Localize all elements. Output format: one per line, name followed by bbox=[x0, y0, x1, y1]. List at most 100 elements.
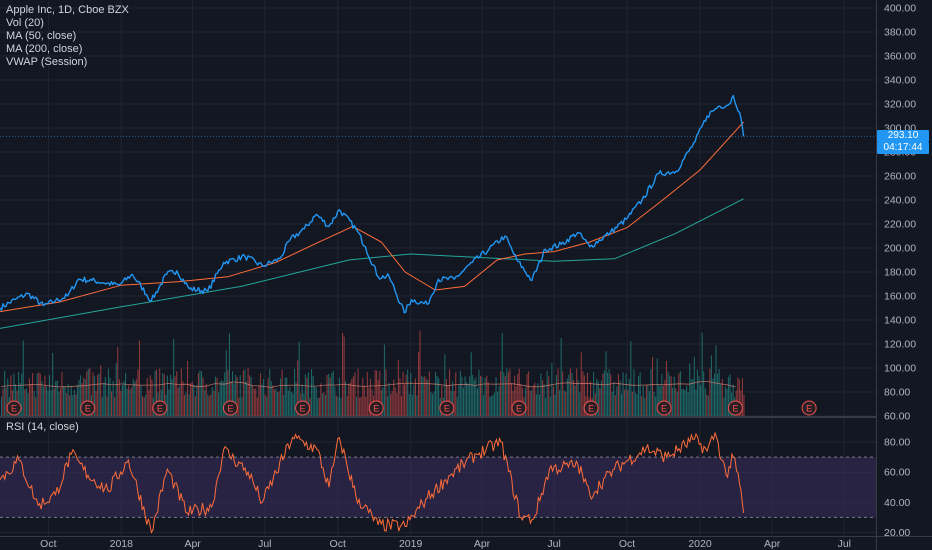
volume-bar bbox=[476, 388, 478, 416]
chart-legend[interactable]: Apple Inc, 1D, Cboe BZX Vol (20) MA (50,… bbox=[6, 4, 129, 69]
volume-bar bbox=[613, 381, 615, 416]
volume-bar bbox=[596, 378, 598, 416]
time-axis-labels[interactable]: Oct 2018 Apr Jul Oct 2019 Apr Jul Oct 2020 Apr Jul bbox=[40, 538, 851, 550]
legend-symbol[interactable]: Apple Inc, 1D, Cboe BZX bbox=[6, 4, 129, 16]
earnings-marker-label: E bbox=[157, 404, 163, 414]
legend-volume[interactable]: Vol (20) bbox=[6, 17, 44, 29]
volume-bar bbox=[75, 394, 77, 416]
price-axis-labels: 400.00380.00360.00340.00320.00300.00280.… bbox=[884, 3, 916, 423]
volume-bar bbox=[27, 393, 29, 416]
earnings-marker-circle bbox=[6, 400, 22, 416]
price-axis-label: 400.00 bbox=[884, 3, 916, 15]
volume-bar bbox=[385, 369, 387, 416]
volume-bar bbox=[314, 386, 316, 416]
earnings-marker[interactable]: E bbox=[511, 400, 527, 416]
earnings-marker[interactable]: E bbox=[656, 400, 672, 416]
earnings-marker[interactable]: E bbox=[368, 400, 384, 416]
earnings-marker[interactable]: E bbox=[801, 400, 817, 416]
volume-bar bbox=[552, 386, 554, 416]
volume-bar bbox=[176, 371, 178, 416]
price-axis-label: 220.00 bbox=[884, 219, 916, 231]
volume-bar bbox=[218, 392, 220, 416]
volume-bar bbox=[306, 377, 308, 416]
volume-bar bbox=[72, 395, 74, 416]
earnings-marker[interactable]: E bbox=[295, 400, 311, 416]
legend-ma50[interactable]: MA (50, close) bbox=[6, 30, 77, 42]
volume-bar bbox=[149, 375, 151, 416]
volume-bar bbox=[532, 385, 534, 416]
volume-bar bbox=[359, 397, 361, 416]
volume-bar bbox=[18, 371, 20, 416]
volume-bar bbox=[256, 397, 258, 416]
volume-bar bbox=[721, 378, 723, 416]
volume-bar bbox=[665, 360, 667, 416]
volume-bar bbox=[50, 390, 52, 416]
volume-bar bbox=[174, 376, 176, 416]
volume-bar bbox=[92, 372, 94, 416]
volume-bar bbox=[369, 378, 371, 416]
volume-bar bbox=[224, 372, 226, 416]
time-axis-label: Jul bbox=[258, 538, 271, 550]
volume-bar bbox=[44, 375, 46, 416]
volume-bar bbox=[571, 372, 573, 416]
volume-bar bbox=[704, 388, 706, 416]
volume-bar bbox=[148, 389, 150, 416]
volume-bar bbox=[183, 394, 185, 416]
earnings-marker[interactable]: E bbox=[727, 400, 743, 416]
volume-bar bbox=[427, 380, 429, 416]
volume-bar bbox=[233, 383, 235, 416]
volume-bar bbox=[106, 396, 108, 416]
volume-bar bbox=[487, 382, 489, 416]
volume-bar bbox=[219, 381, 221, 416]
volume-bar bbox=[542, 380, 544, 416]
earnings-marker-label: E bbox=[516, 404, 522, 414]
volume-bar bbox=[493, 392, 495, 416]
volume-bar bbox=[726, 388, 728, 416]
volume-bar bbox=[430, 391, 432, 416]
volume-bar bbox=[648, 391, 650, 416]
legend-rsi[interactable]: RSI (14, close) bbox=[6, 421, 79, 433]
volume-bar bbox=[717, 373, 719, 416]
volume-bar bbox=[503, 372, 505, 416]
volume-bar bbox=[619, 380, 621, 416]
volume-bar bbox=[407, 369, 409, 416]
volume-bar bbox=[410, 372, 412, 416]
volume-bar bbox=[245, 381, 247, 416]
volume-bar bbox=[709, 368, 711, 416]
price-axis[interactable] bbox=[876, 0, 932, 550]
volume-bar bbox=[143, 397, 145, 416]
volume-bar bbox=[478, 369, 480, 416]
volume-bar bbox=[399, 378, 401, 416]
earnings-marker[interactable]: E bbox=[6, 400, 22, 416]
volume-bar bbox=[562, 371, 564, 416]
volume-bar bbox=[712, 378, 714, 416]
volume-bar bbox=[207, 394, 209, 416]
legend-vwap[interactable]: VWAP (Session) bbox=[6, 56, 88, 68]
earnings-marker[interactable]: E bbox=[583, 400, 599, 416]
volume-bar bbox=[249, 375, 251, 416]
earnings-marker[interactable]: E bbox=[222, 400, 238, 416]
volume-bar bbox=[528, 371, 530, 416]
volume-bar bbox=[382, 387, 384, 416]
legend-ma200[interactable]: MA (200, close) bbox=[6, 43, 83, 55]
earnings-marker[interactable]: E bbox=[439, 400, 455, 416]
volume-bar bbox=[425, 378, 427, 416]
volume-bar bbox=[211, 387, 213, 416]
volume-bar bbox=[140, 385, 142, 416]
earnings-marker-circle bbox=[295, 400, 311, 416]
volume-bar bbox=[653, 392, 655, 416]
volume-bar bbox=[743, 394, 745, 416]
volume-bar bbox=[22, 340, 24, 416]
volume-bar bbox=[459, 370, 461, 416]
volume-bar bbox=[98, 373, 100, 416]
earnings-marker[interactable]: E bbox=[80, 400, 96, 416]
volume-bar bbox=[335, 395, 337, 416]
volume-bar bbox=[216, 377, 218, 416]
volume-bar bbox=[366, 371, 368, 416]
volume-bar bbox=[97, 374, 99, 416]
earnings-marker[interactable]: E bbox=[152, 400, 168, 416]
volume-bar bbox=[307, 372, 309, 416]
volume-bar bbox=[411, 394, 413, 416]
volume-bar bbox=[55, 380, 57, 416]
